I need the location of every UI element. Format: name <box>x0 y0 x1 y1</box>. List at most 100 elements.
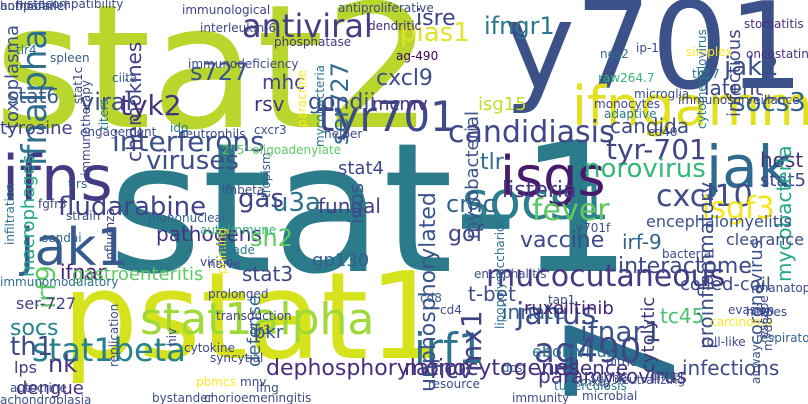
word: strain <box>66 209 101 223</box>
word: hiv <box>165 327 179 346</box>
word: pstat1 <box>62 248 445 387</box>
word: ciita <box>112 71 138 85</box>
word: antiparallel <box>0 0 68 13</box>
word: phosphatase <box>274 35 352 49</box>
word: stat6 <box>8 84 60 108</box>
word: tlr <box>480 150 504 175</box>
word: immunosurveillance <box>678 93 800 107</box>
word: evade <box>218 243 255 257</box>
word: antiviral <box>242 7 373 45</box>
word: sendai <box>42 231 82 245</box>
word: autoimmune <box>200 223 277 237</box>
word: homodimer <box>0 0 69 13</box>
word: ido <box>170 121 189 135</box>
word: irf1 <box>414 324 485 373</box>
word: th1 <box>10 332 54 362</box>
word: microglia <box>634 87 690 101</box>
word: toll-like <box>702 335 746 349</box>
word: tap1 <box>548 293 576 307</box>
word: pkr <box>254 322 284 343</box>
word: naive <box>208 257 241 271</box>
word: gastroenteritis <box>72 264 204 285</box>
word: autocrine <box>10 381 67 395</box>
word: tlr4 <box>16 43 37 57</box>
word: prolonged <box>208 287 269 301</box>
word: nk <box>48 350 78 378</box>
word: rsv <box>254 92 285 116</box>
word: y701f <box>576 221 611 235</box>
word: fungal <box>318 194 381 218</box>
word: thanatophoric <box>756 281 808 295</box>
word: listeria <box>502 178 577 203</box>
word: helper <box>324 127 363 141</box>
word: mycobacteria <box>313 65 327 148</box>
word: tyr-701 <box>606 133 707 166</box>
word: stomatitis <box>744 17 804 31</box>
word: infections <box>682 356 780 380</box>
word: fludarabine <box>58 192 207 222</box>
word: cytolytic <box>638 296 659 374</box>
word: monocytes <box>594 97 661 111</box>
word: irf-9 <box>622 230 662 254</box>
word: influenza <box>103 208 117 264</box>
word: cd4 <box>440 303 462 317</box>
word: paracrine <box>295 70 309 128</box>
word: bystander <box>152 391 213 404</box>
word: raw264.7 <box>598 71 655 85</box>
word: stat1alpha <box>140 294 375 345</box>
word: simplex <box>686 45 733 59</box>
word: ifngr1 <box>484 12 555 40</box>
word: th17 <box>692 67 720 81</box>
word: vaccine <box>520 228 605 253</box>
word: histocompatibility <box>16 0 124 11</box>
word: nos2 <box>600 47 629 61</box>
word: airway <box>749 343 763 384</box>
word: jak1 <box>20 218 130 278</box>
word: innate <box>502 300 566 324</box>
word: viruses <box>146 146 239 176</box>
word: carcinoma <box>710 315 773 329</box>
word: cytokine <box>184 341 236 355</box>
word: candidiasis <box>448 115 615 150</box>
word: tlr3 <box>250 323 271 337</box>
word: spleen <box>50 51 90 65</box>
word: encephalomyelitis <box>646 212 792 231</box>
word: lps <box>14 358 37 377</box>
word: socs1 <box>462 172 610 232</box>
word: cd40 <box>648 125 678 139</box>
word: 2',5'-oligoadenylate <box>222 143 342 157</box>
word: jak2 <box>724 52 779 82</box>
word: janus <box>516 297 597 332</box>
word: tyr701 <box>318 92 457 141</box>
word: chorioemeningitis <box>204 391 312 404</box>
word: mucocutaneous <box>486 259 726 294</box>
word: stat2 <box>0 0 434 168</box>
word: antiproliferative <box>338 1 434 15</box>
word: serine <box>590 371 627 385</box>
word: mcmv <box>372 94 428 115</box>
word: interleukin-6 <box>200 21 277 35</box>
word: pathogens <box>156 222 262 246</box>
word: pias1 <box>400 18 470 48</box>
word: ifnar1 <box>580 315 662 348</box>
word: cytomegalovirus <box>695 29 709 129</box>
word: resource <box>428 377 480 391</box>
word: dephosphorylation <box>266 356 472 381</box>
word: neutrophils <box>178 127 246 141</box>
word: syncytial <box>210 351 264 365</box>
word: t-bet <box>468 282 516 306</box>
word: cxcl9 <box>376 66 433 91</box>
word: virulence <box>536 356 629 380</box>
word: stat-1 <box>108 105 633 314</box>
word: mx1 <box>455 310 488 373</box>
word: norovirus <box>584 154 706 184</box>
word: toxoplasma <box>2 24 23 129</box>
word: gas <box>238 184 284 214</box>
word: candida <box>610 114 690 138</box>
word: stat1beta <box>32 331 186 369</box>
word: tuberculosis <box>554 379 627 393</box>
word: fgfr3 <box>38 197 67 211</box>
word: clearance <box>726 230 805 249</box>
word: chemokines <box>122 41 146 162</box>
word: ifns <box>2 142 113 215</box>
